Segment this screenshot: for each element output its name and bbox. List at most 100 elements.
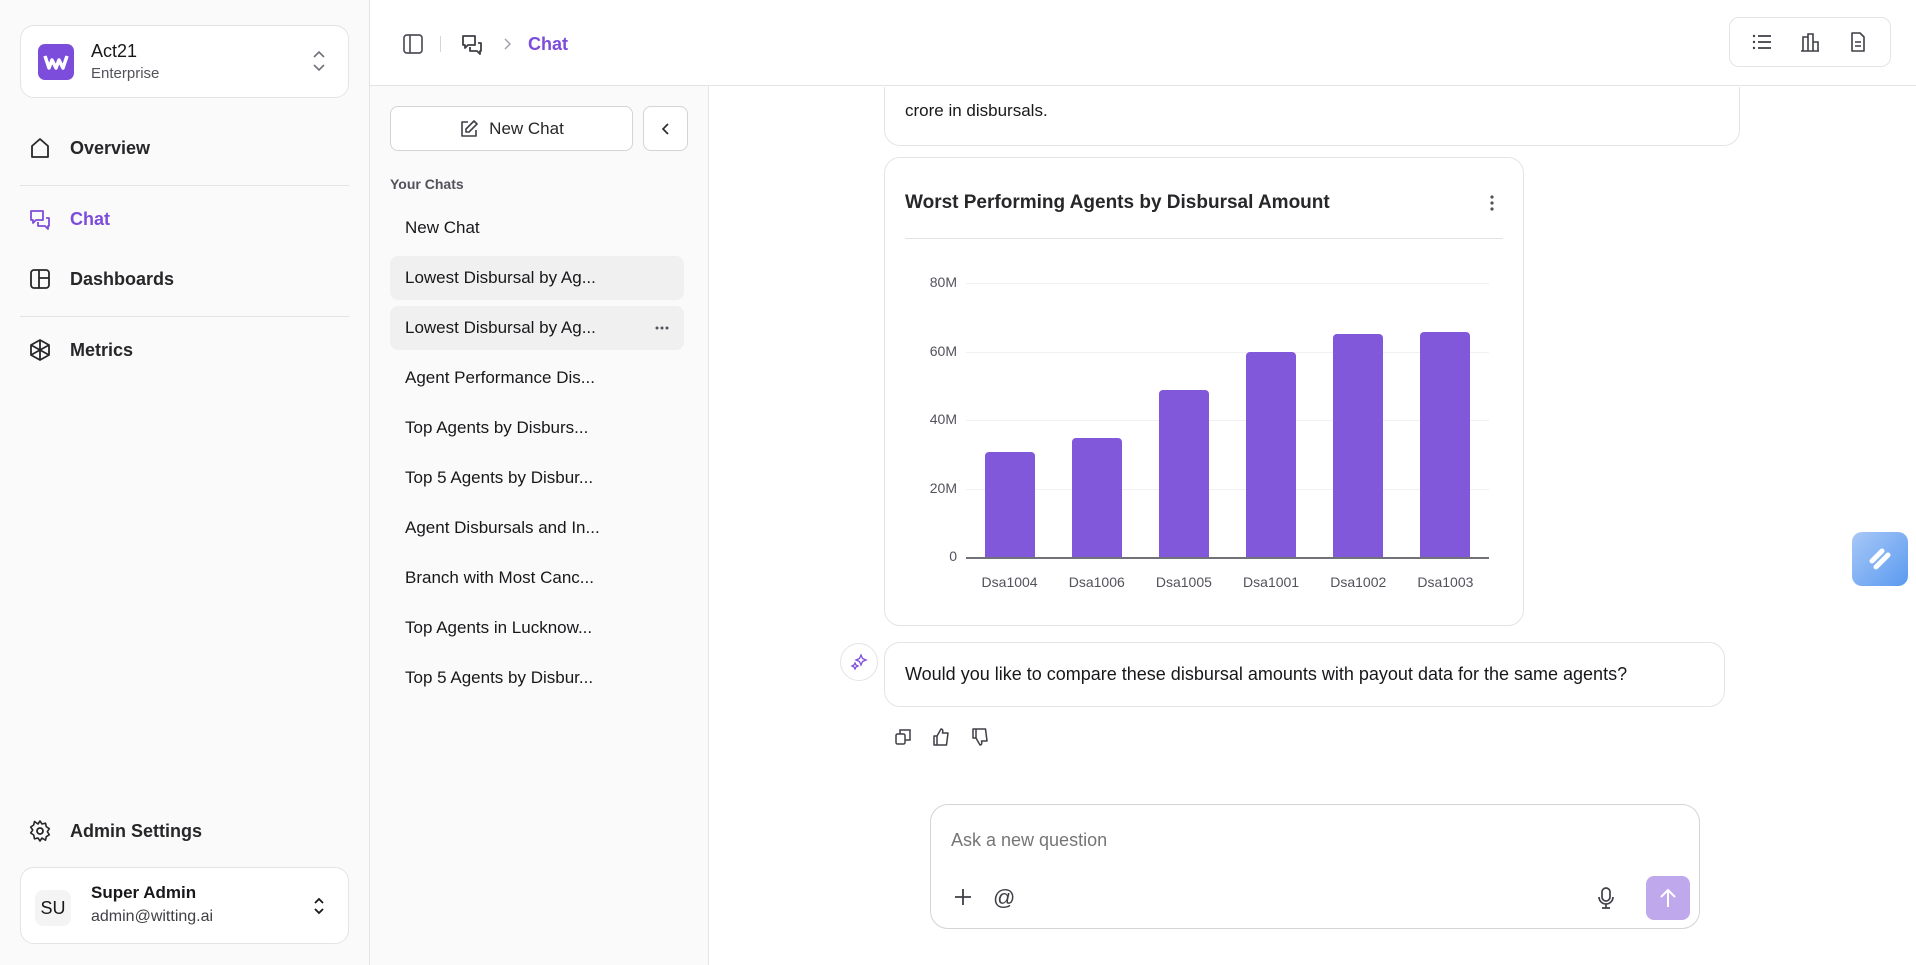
chart-title: Worst Performing Agents by Disbursal Amo…	[905, 192, 1330, 213]
chat-list-item[interactable]: Lowest Disbursal by Ag...	[390, 256, 684, 300]
chat-title: New Chat	[405, 218, 480, 237]
thumbs-down-icon[interactable]	[970, 727, 992, 749]
sidebar-item-label: Chat	[70, 208, 110, 229]
chat-title: Top Agents in Lucknow...	[405, 618, 593, 637]
user-name: Super Admin	[91, 883, 197, 902]
document-view-button[interactable]	[1847, 31, 1869, 53]
sidebar-item-label: Overview	[70, 137, 151, 158]
avatar: SU	[35, 890, 71, 926]
copy-icon[interactable]	[893, 727, 915, 749]
sidebar-item-overview[interactable]: Overview	[28, 130, 348, 166]
chat-list-item[interactable]: Top Agents by Disburs...	[390, 406, 684, 450]
edit-icon	[459, 119, 479, 139]
question-input[interactable]	[951, 823, 1651, 857]
gridline	[966, 488, 1489, 490]
x-tick-label: Dsa1006	[1068, 574, 1125, 590]
user-menu[interactable]: SU Super Admin admin@witting.ai	[20, 867, 349, 944]
sidebar-item-label: Dashboards	[70, 268, 175, 289]
chevrons-up-down-icon	[311, 894, 327, 918]
sidebar-item-metrics[interactable]: Metrics	[28, 332, 348, 368]
user-email: admin@witting.ai	[91, 908, 214, 925]
chevron-right-icon	[502, 37, 512, 51]
x-tick-label: Dsa1002	[1330, 574, 1387, 590]
y-tick-label: 0	[949, 548, 957, 564]
bar[interactable]	[1158, 390, 1209, 557]
chat-title: Lowest Disbursal by Ag...	[405, 318, 596, 337]
sidebar-item-chat[interactable]: Chat	[28, 201, 348, 237]
x-tick-label: Dsa1005	[1155, 574, 1212, 590]
workspace-name: Act21	[91, 41, 138, 61]
chat-list-item[interactable]: Top 5 Agents by Disbur...	[390, 656, 684, 700]
y-tick-label: 20M	[929, 479, 957, 496]
chat-list-item[interactable]: Lowest Disbursal by Ag...	[390, 306, 684, 350]
workspace-switcher[interactable]: Act21 Enterprise	[20, 25, 349, 98]
chat-list-item[interactable]: Branch with Most Canc...	[390, 556, 684, 600]
thumbs-up-icon[interactable]	[931, 727, 953, 749]
y-tick-label: 60M	[929, 342, 957, 359]
sidebar-item-admin-settings[interactable]: Admin Settings	[28, 813, 348, 849]
bar-chart: 0 20M 40M 60M 80M Dsa1004 Dsa1006 Dsa1005 Dsa100…	[885, 158, 1525, 627]
gear-icon	[28, 819, 56, 843]
chat-icon[interactable]	[460, 32, 484, 56]
chat-input-box: @	[930, 804, 1700, 929]
separator	[440, 36, 441, 52]
chat-title: Agent Disbursals and In...	[405, 518, 600, 537]
breadcrumb-current: Chat	[528, 34, 568, 54]
top-bar: Chat	[370, 0, 1916, 86]
bar[interactable]	[984, 451, 1035, 557]
message-text: crore in disbursals.	[905, 101, 1048, 120]
x-tick-label: Dsa1003	[1417, 574, 1474, 590]
chat-list-item[interactable]: Agent Disbursals and In...	[390, 506, 684, 550]
plus-icon[interactable]	[953, 887, 973, 907]
chat-list-item[interactable]: New Chat	[390, 206, 684, 250]
workspace-logo	[38, 44, 74, 80]
chat-title: Top 5 Agents by Disbur...	[405, 668, 594, 687]
chat-list-panel: New Chat Your Chats New Chat Lowest Disbu…	[370, 86, 709, 965]
assistant-message: Would you like to compare these disbursa…	[884, 642, 1725, 707]
new-chat-button[interactable]: New Chat	[390, 106, 633, 151]
chevrons-up-down-icon	[311, 48, 327, 74]
bar[interactable]	[1333, 334, 1384, 557]
chat-icon	[28, 207, 56, 231]
section-label: Your Chats	[390, 176, 464, 192]
chat-title: Lowest Disbursal by Ag...	[405, 268, 596, 287]
sidebar-item-label: Admin Settings	[70, 820, 203, 841]
assistant-widget-button[interactable]	[1852, 532, 1908, 586]
more-vertical-icon[interactable]	[1489, 193, 1495, 213]
chat-list-item[interactable]: Agent Performance Dis...	[390, 356, 684, 400]
chat-title: Branch with Most Canc...	[405, 568, 594, 587]
sidebar-item-label: Metrics	[70, 339, 134, 360]
microphone-icon[interactable]	[1596, 886, 1616, 910]
y-tick-label: 40M	[929, 411, 957, 427]
x-tick-label: Dsa1004	[981, 574, 1038, 590]
metrics-icon	[28, 338, 56, 362]
more-horizontal-icon[interactable]	[654, 319, 670, 337]
bar[interactable]	[1420, 331, 1471, 557]
divider	[20, 185, 349, 186]
home-icon	[28, 136, 56, 160]
gridline	[966, 351, 1489, 353]
widget-logo-icon	[1864, 543, 1896, 575]
bar[interactable]	[1246, 351, 1297, 557]
mention-icon[interactable]: @	[993, 885, 1016, 910]
chart-view-button[interactable]	[1799, 31, 1821, 53]
arrow-up-icon	[1658, 887, 1678, 909]
chat-list-item[interactable]: Top 5 Agents by Disbur...	[390, 456, 684, 500]
collapse-panel-button[interactable]	[643, 106, 688, 151]
previous-message: crore in disbursals.	[884, 87, 1740, 146]
chevron-left-icon	[660, 122, 672, 136]
gridline	[966, 420, 1489, 421]
bar[interactable]	[1071, 438, 1122, 557]
chat-title: Agent Performance Dis...	[405, 368, 595, 387]
y-tick-label: 80M	[929, 274, 957, 290]
chart-card: Worst Performing Agents by Disbursal Amo…	[884, 157, 1524, 626]
sidebar-item-dashboards[interactable]: Dashboards	[28, 261, 348, 297]
toggle-sidebar-button[interactable]	[402, 33, 424, 55]
list-view-button[interactable]	[1751, 31, 1773, 53]
chat-list-item[interactable]: Top Agents in Lucknow...	[390, 606, 684, 650]
divider	[20, 316, 349, 317]
send-button[interactable]	[1646, 876, 1690, 920]
gridline	[966, 283, 1489, 284]
assistant-avatar	[840, 643, 878, 681]
sidebar: Act21 Enterprise Overview Chat Dashboard…	[0, 0, 370, 965]
